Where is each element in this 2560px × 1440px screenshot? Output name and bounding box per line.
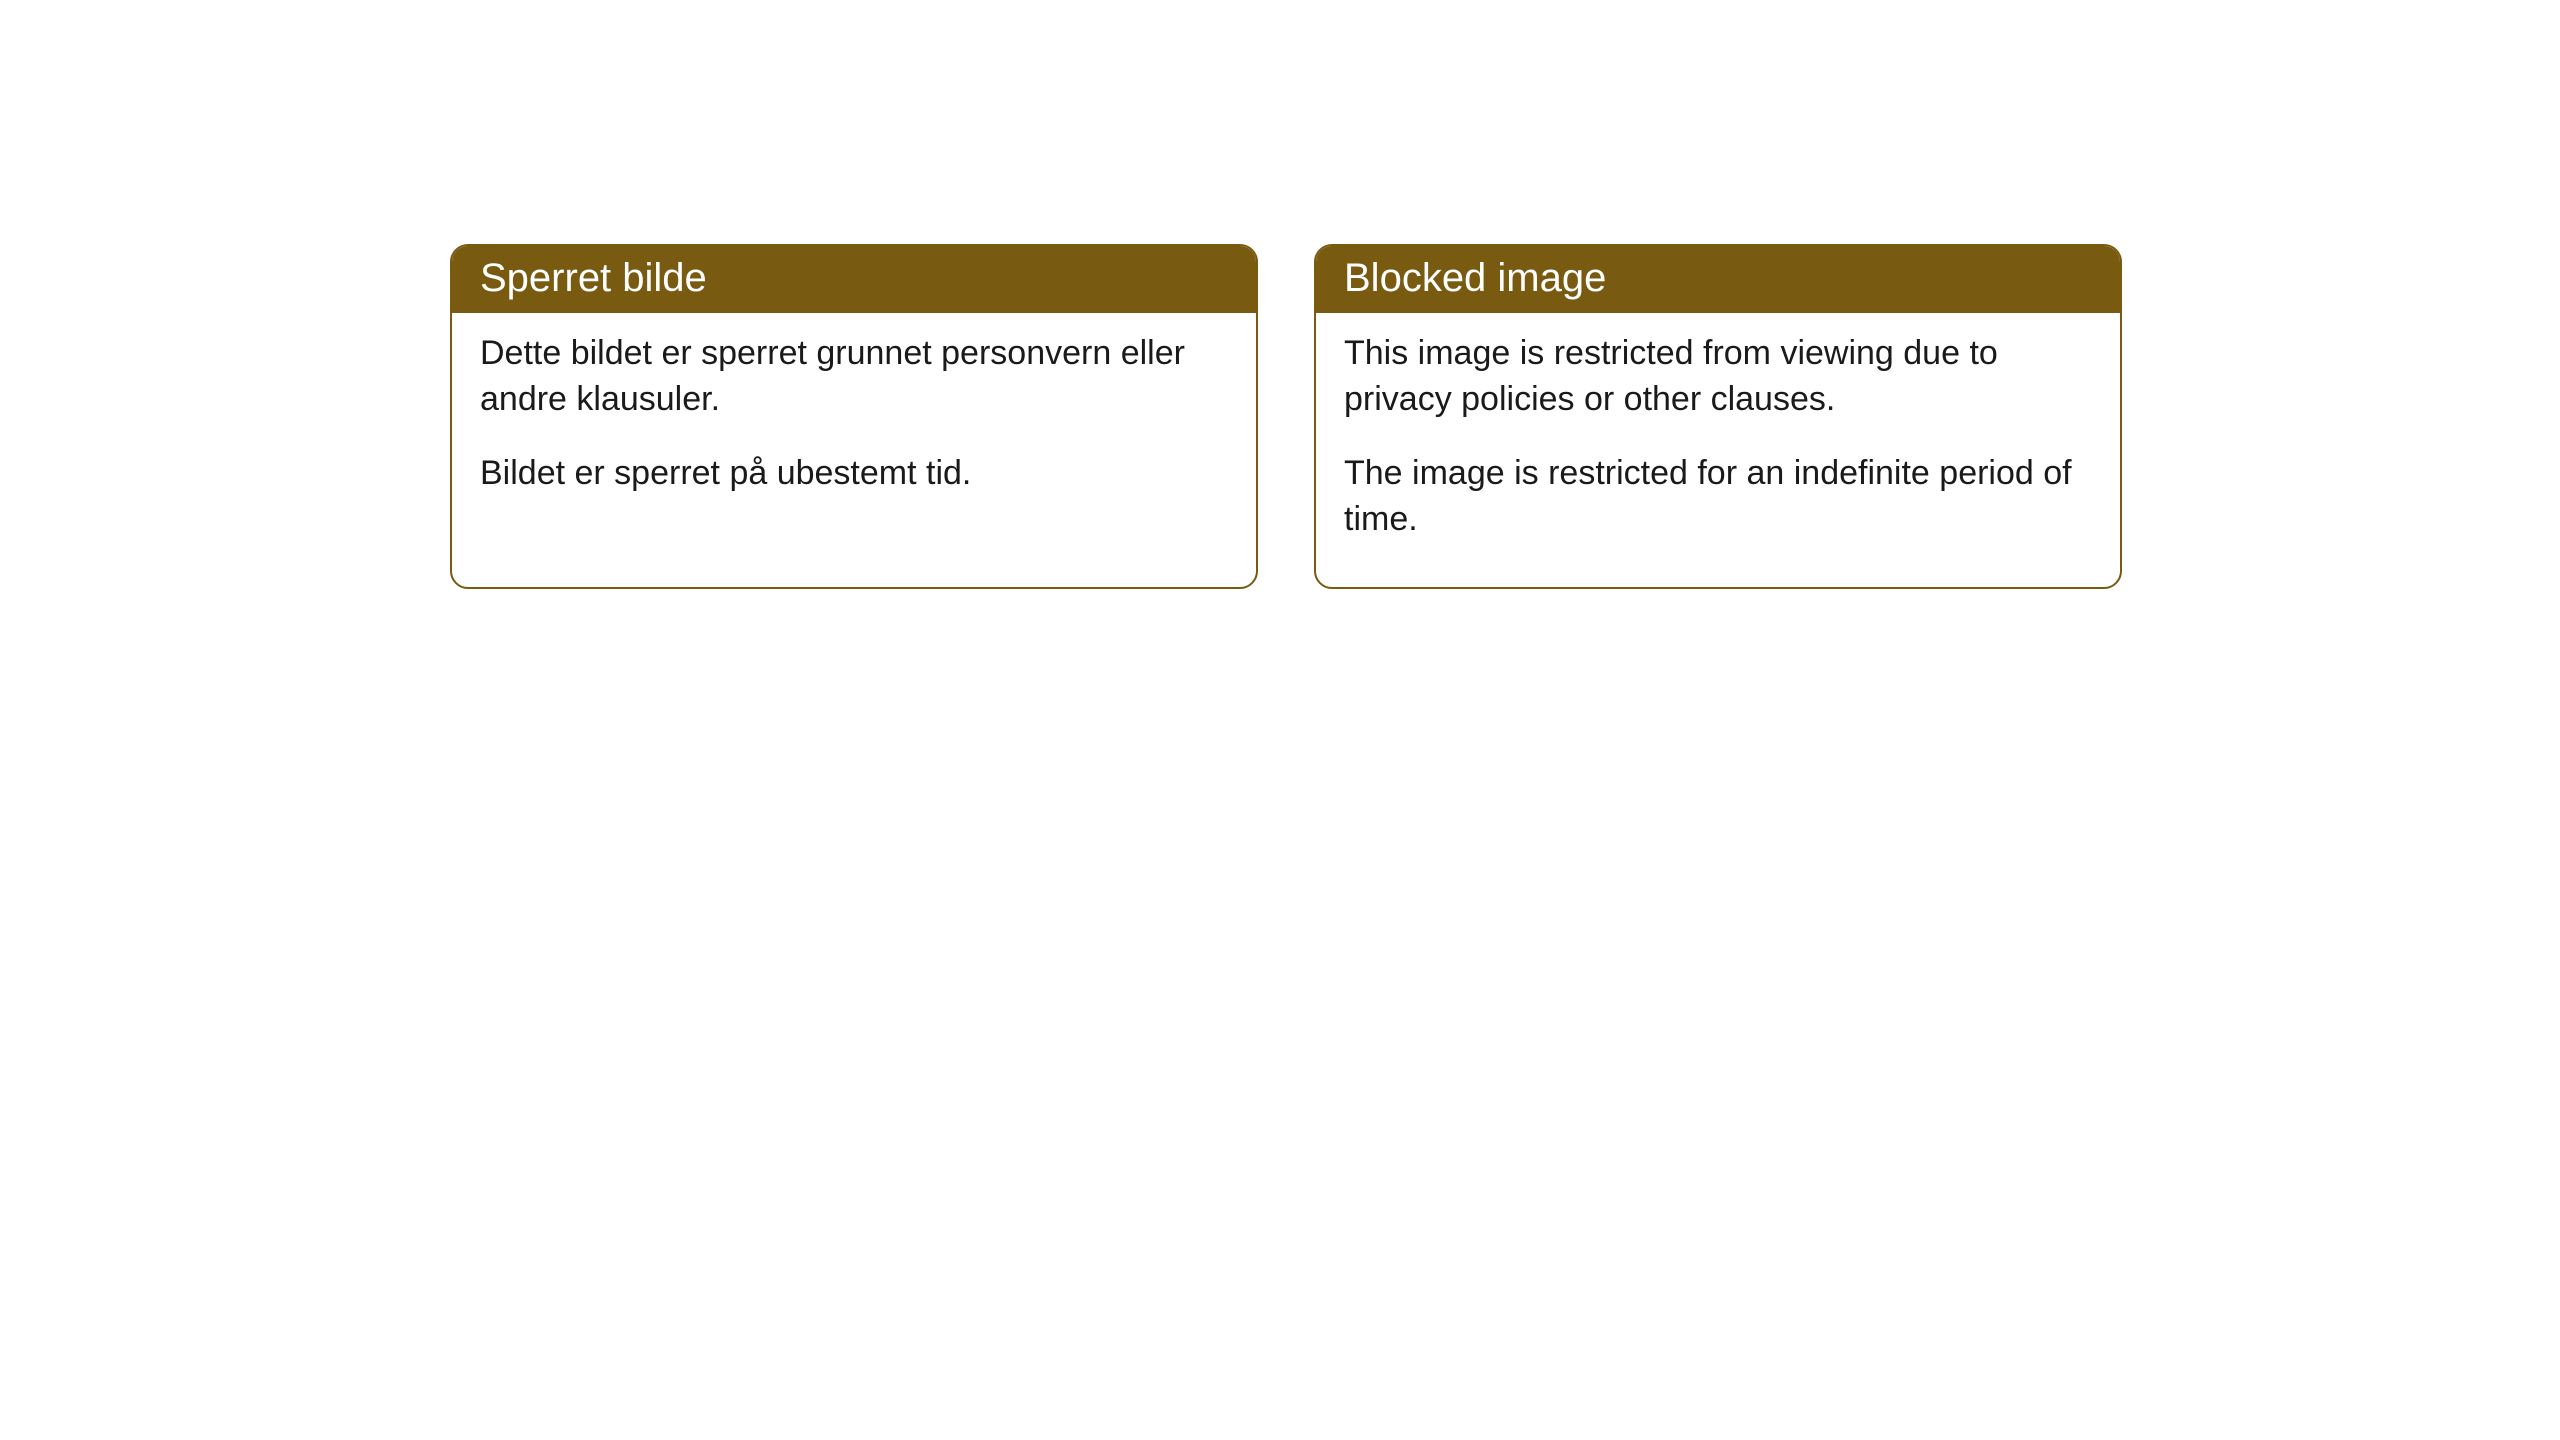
card-body: Dette bildet er sperret grunnet personve… (452, 313, 1256, 541)
card-paragraph: This image is restricted from viewing du… (1344, 331, 2092, 423)
cards-row: Sperret bilde Dette bildet er sperret gr… (0, 0, 2560, 589)
blocked-image-card-en: Blocked image This image is restricted f… (1314, 244, 2122, 589)
card-paragraph: Bildet er sperret på ubestemt tid. (480, 451, 1228, 497)
card-paragraph: Dette bildet er sperret grunnet personve… (480, 331, 1228, 423)
blocked-image-card-no: Sperret bilde Dette bildet er sperret gr… (450, 244, 1258, 589)
card-header: Sperret bilde (452, 246, 1256, 313)
card-body: This image is restricted from viewing du… (1316, 313, 2120, 587)
card-paragraph: The image is restricted for an indefinit… (1344, 451, 2092, 543)
card-header: Blocked image (1316, 246, 2120, 313)
